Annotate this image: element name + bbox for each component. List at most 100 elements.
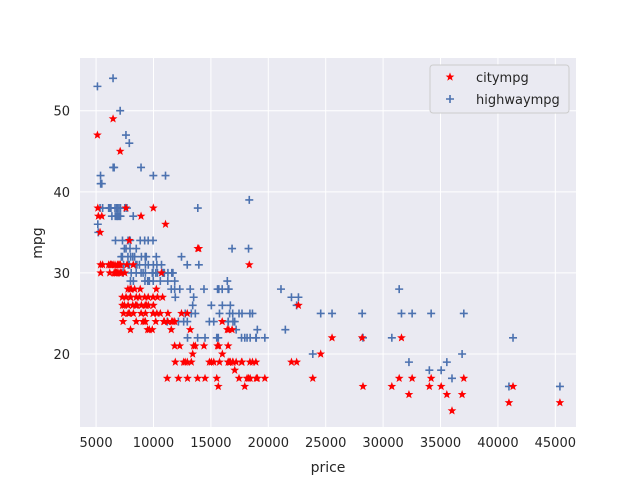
citympg-point — [120, 268, 130, 277]
citympg-point — [135, 284, 145, 293]
citympg-point — [152, 308, 162, 318]
highwaympg-point — [137, 163, 146, 172]
citympg-point — [188, 349, 198, 358]
highwaympg-point — [183, 317, 192, 326]
citympg-point — [215, 357, 224, 366]
citympg-point — [135, 292, 144, 301]
highwaympg-point — [175, 285, 184, 294]
highwaympg-point — [287, 293, 296, 302]
citympg-point — [287, 357, 296, 366]
highwaympg-point — [171, 293, 180, 302]
citympg-point — [155, 308, 165, 318]
citympg-point — [183, 373, 192, 383]
y-tick-label: 20 — [53, 348, 70, 363]
highwaympg-point — [121, 131, 130, 140]
highwaympg-point — [555, 382, 564, 391]
legend-marker-citympg — [445, 72, 455, 81]
citympg-point — [161, 219, 170, 228]
y-axis-label: mpg — [30, 227, 46, 258]
citympg-point — [126, 284, 136, 293]
citympg-point — [190, 341, 200, 350]
citympg-point — [260, 373, 270, 383]
x-tick-label: 25000 — [305, 436, 346, 451]
citympg-point — [407, 373, 417, 383]
citympg-point — [95, 227, 105, 237]
highwaympg-point — [110, 163, 119, 172]
citympg-point — [555, 398, 565, 407]
x-tick-label: 35000 — [420, 436, 461, 451]
highwaympg-point — [149, 277, 158, 286]
citympg-point — [116, 268, 126, 277]
citympg-point — [251, 357, 261, 366]
citympg-point — [141, 316, 150, 326]
x-tick-label: 5000 — [80, 436, 113, 451]
x-tick-label: 20000 — [248, 436, 289, 451]
citympg-point — [148, 300, 158, 310]
citympg-point — [240, 381, 250, 391]
highwaympg-point — [201, 333, 210, 342]
highwaympg-point — [177, 252, 186, 261]
highwaympg-point — [316, 309, 325, 318]
citympg-point — [199, 341, 209, 350]
citympg-point — [151, 316, 161, 326]
y-tick-label: 30 — [53, 267, 70, 282]
citympg-point — [185, 325, 195, 334]
citympg-point — [170, 357, 180, 366]
x-axis-label: price — [311, 460, 346, 476]
legend-label-highwaympg: highwaympg — [476, 93, 560, 108]
highwaympg-point — [132, 244, 141, 253]
citympg-point — [213, 381, 223, 391]
legend-star-icon — [445, 72, 455, 81]
citympg-point — [119, 300, 129, 310]
citympg-point — [143, 292, 153, 301]
citympg-point — [308, 373, 318, 383]
citympg-point — [153, 292, 162, 301]
legend-label-citympg: citympg — [476, 71, 529, 86]
highwaympg-point — [218, 301, 227, 310]
highwaympg-point — [130, 252, 139, 261]
citympg-point — [93, 211, 103, 220]
citympg-point — [148, 203, 158, 212]
highwaympg-point — [397, 309, 406, 318]
citympg-point — [397, 333, 406, 342]
highwaympg-point — [125, 139, 134, 148]
highwaympg-point — [116, 212, 125, 221]
highwaympg-point — [308, 350, 317, 359]
highwaympg-point — [193, 333, 202, 342]
series-highwaympg — [93, 74, 564, 391]
citympg-point — [121, 292, 131, 301]
citympg-point — [234, 373, 244, 383]
highwaympg-point — [116, 106, 125, 115]
highwaympg-point — [214, 333, 223, 342]
citympg-point — [224, 325, 234, 334]
highwaympg-point — [248, 309, 257, 318]
highwaympg-point — [425, 366, 434, 375]
highwaympg-point — [226, 301, 235, 310]
citympg-point — [294, 300, 303, 310]
citympg-point — [118, 316, 128, 326]
series-citympg — [93, 114, 565, 415]
citympg-point — [404, 389, 414, 399]
citympg-point — [163, 316, 173, 326]
citympg-point — [126, 325, 135, 334]
highwaympg-point — [93, 82, 102, 91]
highwaympg-point — [230, 317, 239, 326]
citympg-point — [316, 349, 326, 358]
citympg-point — [159, 316, 169, 326]
citympg-point — [358, 381, 368, 391]
highwaympg-point — [437, 366, 446, 375]
highwaympg-point — [97, 179, 106, 188]
citympg-point — [237, 357, 247, 366]
highwaympg-point — [408, 309, 417, 318]
highwaympg-point — [209, 317, 218, 326]
citympg-point — [357, 333, 367, 342]
citympg-point — [163, 308, 173, 318]
highwaympg-point — [193, 204, 202, 213]
highwaympg-point — [199, 285, 208, 294]
citympg-point — [170, 316, 180, 326]
highwaympg-point — [427, 309, 436, 318]
citympg-point — [245, 373, 255, 383]
citympg-point — [123, 300, 133, 310]
citympg-point — [122, 260, 132, 269]
citympg-point — [128, 260, 138, 269]
